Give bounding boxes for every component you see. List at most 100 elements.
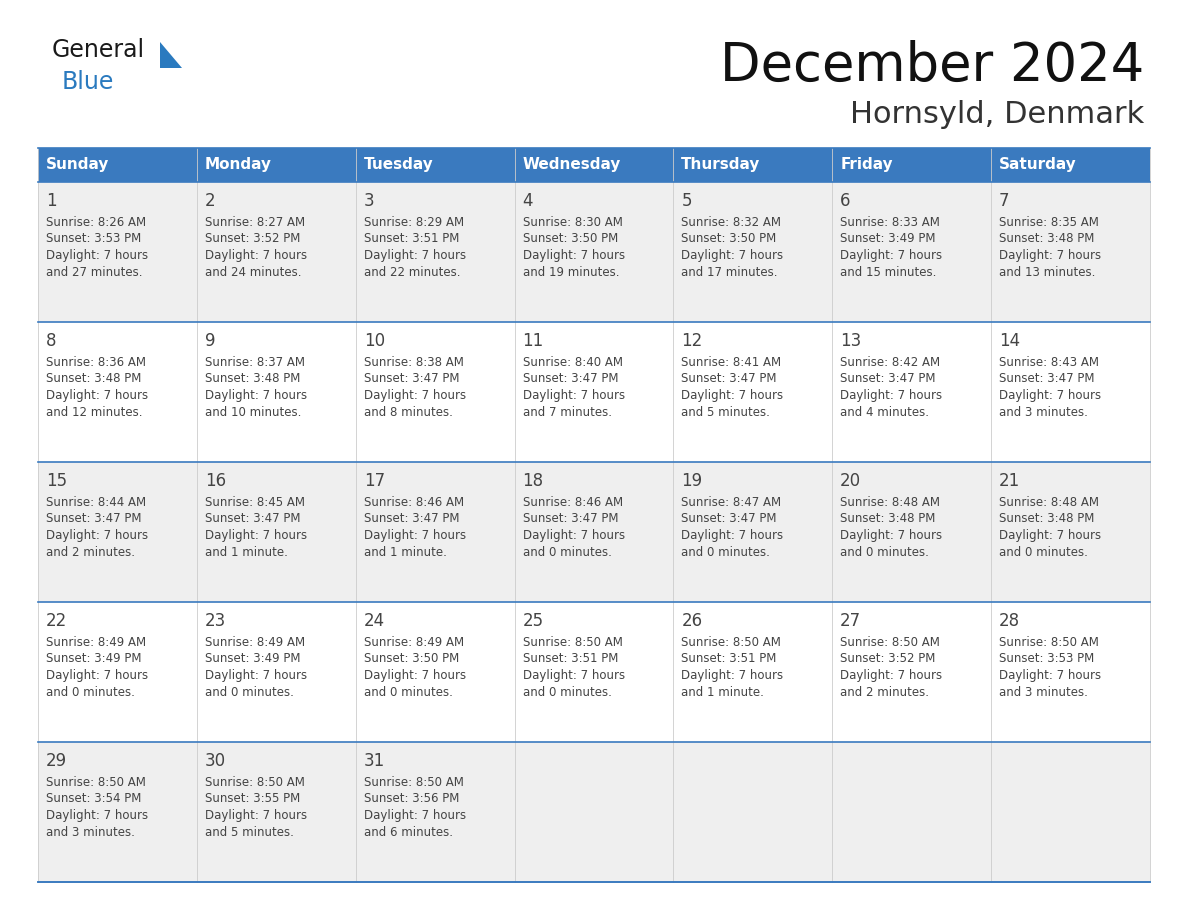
Text: and 24 minutes.: and 24 minutes.: [204, 265, 302, 278]
Text: Sunset: 3:47 PM: Sunset: 3:47 PM: [999, 373, 1094, 386]
Text: Monday: Monday: [204, 158, 272, 173]
Text: Saturday: Saturday: [999, 158, 1076, 173]
Text: Sunset: 3:47 PM: Sunset: 3:47 PM: [840, 373, 936, 386]
Text: and 6 minutes.: and 6 minutes.: [364, 825, 453, 838]
Text: Sunday: Sunday: [46, 158, 109, 173]
Text: Sunrise: 8:40 AM: Sunrise: 8:40 AM: [523, 356, 623, 369]
Bar: [197, 148, 355, 182]
Text: and 2 minutes.: and 2 minutes.: [840, 686, 929, 699]
Text: Daylight: 7 hours: Daylight: 7 hours: [364, 809, 466, 822]
Text: Sunrise: 8:41 AM: Sunrise: 8:41 AM: [682, 356, 782, 369]
Text: Sunrise: 8:30 AM: Sunrise: 8:30 AM: [523, 216, 623, 229]
Text: Sunset: 3:54 PM: Sunset: 3:54 PM: [46, 792, 141, 805]
Text: Daylight: 7 hours: Daylight: 7 hours: [523, 669, 625, 682]
Bar: [38, 182, 197, 322]
Text: Sunrise: 8:46 AM: Sunrise: 8:46 AM: [364, 496, 463, 509]
Bar: [991, 182, 1150, 322]
Text: Sunrise: 8:45 AM: Sunrise: 8:45 AM: [204, 496, 305, 509]
Bar: [991, 602, 1150, 742]
Text: and 0 minutes.: and 0 minutes.: [840, 545, 929, 558]
Text: Sunset: 3:51 PM: Sunset: 3:51 PM: [682, 653, 777, 666]
Text: and 7 minutes.: and 7 minutes.: [523, 406, 612, 419]
Bar: [991, 742, 1150, 882]
Text: 6: 6: [840, 192, 851, 210]
Text: 10: 10: [364, 332, 385, 350]
Text: Daylight: 7 hours: Daylight: 7 hours: [999, 669, 1101, 682]
Text: Sunrise: 8:44 AM: Sunrise: 8:44 AM: [46, 496, 146, 509]
Text: 23: 23: [204, 612, 226, 630]
Bar: [833, 322, 991, 462]
Text: 19: 19: [682, 472, 702, 490]
Text: and 12 minutes.: and 12 minutes.: [46, 406, 143, 419]
Text: Sunset: 3:48 PM: Sunset: 3:48 PM: [46, 373, 141, 386]
Text: Sunset: 3:47 PM: Sunset: 3:47 PM: [523, 512, 618, 525]
Text: 27: 27: [840, 612, 861, 630]
Text: Sunrise: 8:50 AM: Sunrise: 8:50 AM: [523, 636, 623, 649]
Text: and 3 minutes.: and 3 minutes.: [999, 686, 1088, 699]
Text: 14: 14: [999, 332, 1020, 350]
Text: 15: 15: [46, 472, 67, 490]
Bar: [38, 602, 197, 742]
Text: Sunrise: 8:33 AM: Sunrise: 8:33 AM: [840, 216, 940, 229]
Text: and 8 minutes.: and 8 minutes.: [364, 406, 453, 419]
Bar: [674, 148, 833, 182]
Bar: [38, 462, 197, 602]
Text: Sunrise: 8:36 AM: Sunrise: 8:36 AM: [46, 356, 146, 369]
Text: Sunrise: 8:42 AM: Sunrise: 8:42 AM: [840, 356, 941, 369]
Bar: [674, 322, 833, 462]
Text: Sunrise: 8:26 AM: Sunrise: 8:26 AM: [46, 216, 146, 229]
Text: Sunrise: 8:38 AM: Sunrise: 8:38 AM: [364, 356, 463, 369]
Text: 1: 1: [46, 192, 57, 210]
Bar: [355, 462, 514, 602]
Text: Thursday: Thursday: [682, 158, 760, 173]
Text: and 1 minute.: and 1 minute.: [682, 686, 764, 699]
Text: Sunset: 3:48 PM: Sunset: 3:48 PM: [204, 373, 301, 386]
Bar: [38, 148, 197, 182]
Bar: [38, 322, 197, 462]
Text: 9: 9: [204, 332, 215, 350]
Text: Daylight: 7 hours: Daylight: 7 hours: [46, 669, 148, 682]
Text: Sunrise: 8:49 AM: Sunrise: 8:49 AM: [46, 636, 146, 649]
Text: Daylight: 7 hours: Daylight: 7 hours: [364, 389, 466, 402]
Text: Sunrise: 8:49 AM: Sunrise: 8:49 AM: [364, 636, 463, 649]
Text: 13: 13: [840, 332, 861, 350]
Bar: [38, 742, 197, 882]
Bar: [833, 742, 991, 882]
Text: Wednesday: Wednesday: [523, 158, 621, 173]
Text: Hornsyld, Denmark: Hornsyld, Denmark: [849, 100, 1144, 129]
Text: 21: 21: [999, 472, 1020, 490]
Text: 30: 30: [204, 752, 226, 770]
Text: Daylight: 7 hours: Daylight: 7 hours: [682, 249, 784, 262]
Bar: [355, 322, 514, 462]
Bar: [674, 742, 833, 882]
Text: 17: 17: [364, 472, 385, 490]
Text: and 27 minutes.: and 27 minutes.: [46, 265, 143, 278]
Bar: [833, 462, 991, 602]
Text: December 2024: December 2024: [720, 40, 1144, 92]
Text: Sunset: 3:51 PM: Sunset: 3:51 PM: [364, 232, 459, 245]
Text: Daylight: 7 hours: Daylight: 7 hours: [204, 249, 307, 262]
Text: and 0 minutes.: and 0 minutes.: [204, 686, 293, 699]
Text: Daylight: 7 hours: Daylight: 7 hours: [204, 809, 307, 822]
Text: Daylight: 7 hours: Daylight: 7 hours: [682, 669, 784, 682]
Bar: [514, 602, 674, 742]
Text: Daylight: 7 hours: Daylight: 7 hours: [523, 529, 625, 542]
Text: Daylight: 7 hours: Daylight: 7 hours: [840, 669, 942, 682]
Text: 18: 18: [523, 472, 544, 490]
Bar: [355, 742, 514, 882]
Text: 16: 16: [204, 472, 226, 490]
Text: and 0 minutes.: and 0 minutes.: [46, 686, 134, 699]
Text: Sunset: 3:51 PM: Sunset: 3:51 PM: [523, 653, 618, 666]
Text: 5: 5: [682, 192, 691, 210]
Text: and 2 minutes.: and 2 minutes.: [46, 545, 135, 558]
Text: 31: 31: [364, 752, 385, 770]
Text: Sunrise: 8:43 AM: Sunrise: 8:43 AM: [999, 356, 1099, 369]
Text: Daylight: 7 hours: Daylight: 7 hours: [364, 529, 466, 542]
Bar: [197, 182, 355, 322]
Bar: [197, 322, 355, 462]
Text: Daylight: 7 hours: Daylight: 7 hours: [840, 529, 942, 542]
Text: Daylight: 7 hours: Daylight: 7 hours: [840, 249, 942, 262]
Text: Sunset: 3:49 PM: Sunset: 3:49 PM: [840, 232, 936, 245]
Text: Sunrise: 8:50 AM: Sunrise: 8:50 AM: [364, 776, 463, 789]
Text: Sunset: 3:50 PM: Sunset: 3:50 PM: [682, 232, 777, 245]
